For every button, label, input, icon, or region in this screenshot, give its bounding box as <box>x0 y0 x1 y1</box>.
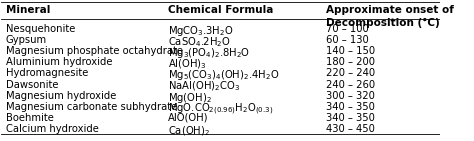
Text: Al(OH)$_3$: Al(OH)$_3$ <box>168 57 207 71</box>
Text: Mineral: Mineral <box>6 5 50 15</box>
Text: 430 – 450: 430 – 450 <box>326 124 375 134</box>
Text: 140 – 150: 140 – 150 <box>326 46 375 56</box>
Text: Gypsum: Gypsum <box>6 35 47 45</box>
Text: Mg$_5$(CO$_3$)$_4$(OH)$_2$.4H$_2$O: Mg$_5$(CO$_3$)$_4$(OH)$_2$.4H$_2$O <box>168 69 280 82</box>
Text: Magnesium phosphate octahydrate: Magnesium phosphate octahydrate <box>6 46 183 56</box>
Text: Nesquehonite: Nesquehonite <box>6 24 75 34</box>
Text: Ca(OH)$_2$: Ca(OH)$_2$ <box>168 124 210 137</box>
Text: 340 – 350: 340 – 350 <box>326 102 375 112</box>
Text: Magnesium carbonate subhydrate: Magnesium carbonate subhydrate <box>6 102 177 112</box>
Text: AlO(OH): AlO(OH) <box>168 113 209 123</box>
Text: Hydromagnesite: Hydromagnesite <box>6 69 88 79</box>
Text: 180 – 200: 180 – 200 <box>326 57 375 67</box>
Text: Mg$_3$(PO$_4$)$_2$.8H$_2$O: Mg$_3$(PO$_4$)$_2$.8H$_2$O <box>168 46 250 60</box>
Text: NaAl(OH)$_2$CO$_3$: NaAl(OH)$_2$CO$_3$ <box>168 80 240 93</box>
Text: Chemical Formula: Chemical Formula <box>168 5 273 15</box>
Text: Aluminium hydroxide: Aluminium hydroxide <box>6 57 112 67</box>
Text: Calcium hydroxide: Calcium hydroxide <box>6 124 99 134</box>
Text: 60 – 130: 60 – 130 <box>326 35 369 45</box>
Text: 70 – 100: 70 – 100 <box>326 24 369 34</box>
Text: 220 – 240: 220 – 240 <box>326 69 375 79</box>
Text: MgO.CO$_{2(0.96)}$H$_2$O$_{(0.3)}$: MgO.CO$_{2(0.96)}$H$_2$O$_{(0.3)}$ <box>168 102 273 117</box>
Text: MgCO$_3$.3H$_2$O: MgCO$_3$.3H$_2$O <box>168 24 234 38</box>
Text: Dawsonite: Dawsonite <box>6 80 58 90</box>
Text: Magnesium hydroxide: Magnesium hydroxide <box>6 91 116 101</box>
Text: 300 – 320: 300 – 320 <box>326 91 375 101</box>
Text: 340 – 350: 340 – 350 <box>326 113 375 123</box>
Text: 240 – 260: 240 – 260 <box>326 80 375 90</box>
Text: Boehmite: Boehmite <box>6 113 54 123</box>
Text: Mg(OH)$_2$: Mg(OH)$_2$ <box>168 91 212 105</box>
Text: Approximate onset of
Decomposition (°C): Approximate onset of Decomposition (°C) <box>326 5 454 28</box>
Text: CaSO$_4$.2H$_2$O: CaSO$_4$.2H$_2$O <box>168 35 231 49</box>
